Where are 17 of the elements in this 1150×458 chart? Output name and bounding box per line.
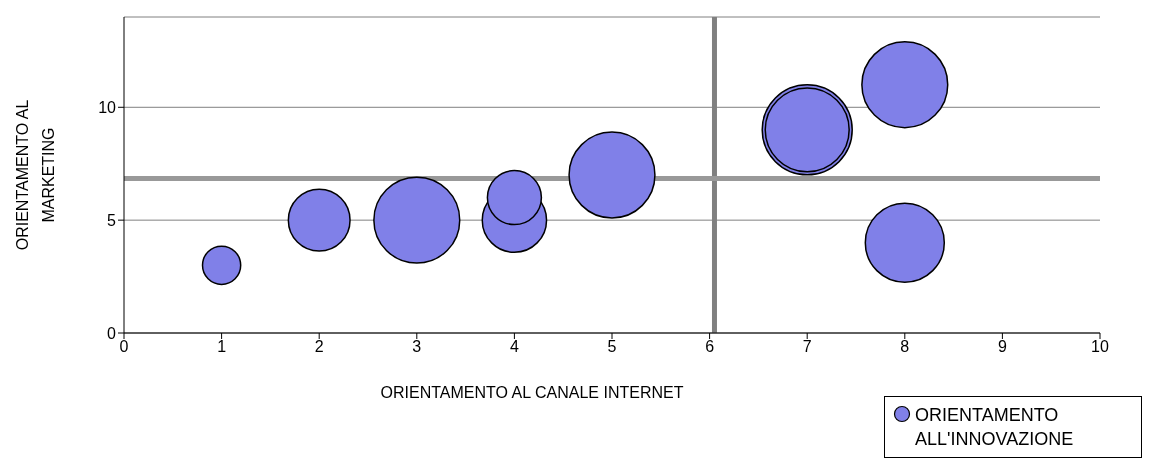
- x-tick-label: 8: [900, 338, 910, 356]
- legend-label: ORIENTAMENTO ALL'INNOVAZIONE: [915, 404, 1075, 451]
- x-tick-label: 9: [997, 338, 1007, 356]
- x-tick-label: 6: [705, 338, 715, 356]
- x-tick-label: 5: [607, 338, 617, 356]
- x-tick-label: 4: [509, 338, 519, 356]
- y-tick-label: 10: [98, 98, 117, 116]
- y-tick-label: 0: [107, 324, 117, 342]
- x-tick-label: 3: [412, 338, 422, 356]
- y-tick-label: 5: [107, 211, 117, 229]
- x-tick-label: 1: [217, 338, 227, 356]
- x-tick-label: 2: [314, 338, 324, 356]
- x-tick-label: 0: [119, 338, 129, 356]
- x-tick-label: 7: [802, 338, 812, 356]
- x-tick-label: 10: [1091, 338, 1109, 356]
- x-axis-title: ORIENTAMENTO AL CANALE INTERNET: [380, 384, 684, 401]
- y-axis-title: ORIENTAMENTO AL MARKETING: [14, 99, 57, 251]
